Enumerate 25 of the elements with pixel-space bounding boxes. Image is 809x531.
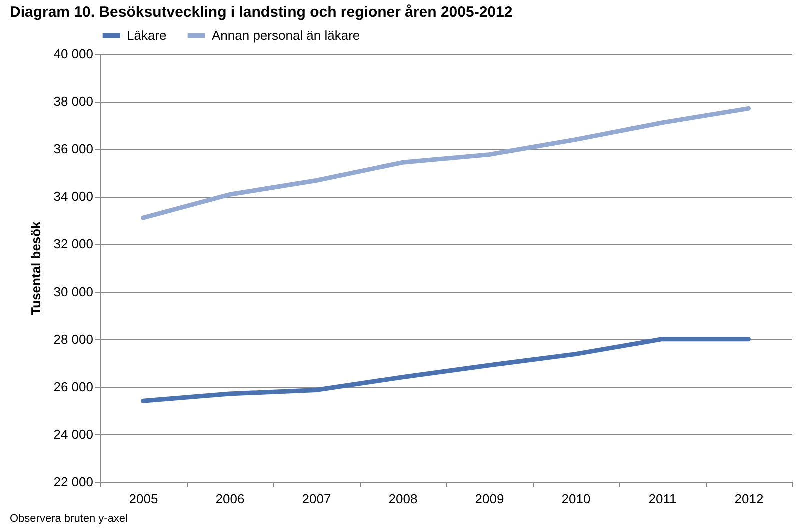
line-series xyxy=(141,337,751,404)
y-tick-label: 38 000 xyxy=(54,94,94,110)
y-tick-label: 36 000 xyxy=(54,142,94,157)
y-tick-label: 40 000 xyxy=(54,46,94,62)
x-tick-label: 2005 xyxy=(129,492,158,506)
x-tick-label: 2010 xyxy=(562,492,591,506)
x-tick-label: 2008 xyxy=(388,492,418,506)
x-tick-label: 2011 xyxy=(648,492,677,506)
text: Observera bruten y-axel xyxy=(10,513,128,525)
x-tick-label: 2012 xyxy=(734,492,764,506)
line-series xyxy=(141,106,751,220)
x-tick-label: 2009 xyxy=(475,492,504,506)
y-tick-label: 32 000 xyxy=(54,236,94,252)
y-axis-title: Tusental besök xyxy=(28,220,44,316)
legend-label: Läkare xyxy=(127,28,167,43)
y-tick-label: 28 000 xyxy=(54,332,94,347)
y-tick-label: 34 000 xyxy=(54,189,94,204)
chart-title: Diagram 10. Besöksutveckling i landsting och regioner åren 2005-2012 xyxy=(10,4,513,21)
x-tick-label: 2006 xyxy=(216,492,245,506)
y-tick-label: 26 000 xyxy=(54,379,94,394)
x-tick-label: 2007 xyxy=(302,492,332,506)
y-tick-label: 30 000 xyxy=(54,284,94,300)
legend-label: Annan personal än läkare xyxy=(212,28,360,43)
y-tick-label: 24 000 xyxy=(54,426,94,442)
y-tick-label: 22 000 xyxy=(54,474,94,490)
